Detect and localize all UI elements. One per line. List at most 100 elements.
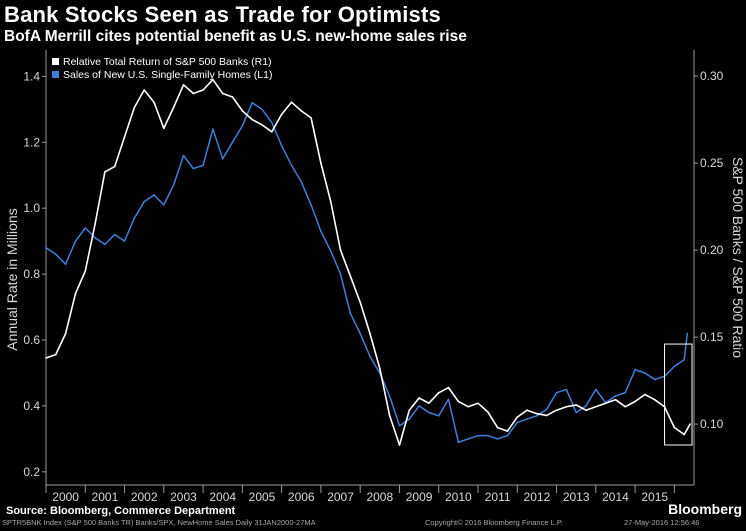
x-tick-label: 2004 (209, 490, 236, 504)
homes-point (585, 405, 587, 407)
banks-point (408, 409, 411, 412)
banks-point (329, 200, 332, 203)
banks-point (163, 127, 165, 130)
banks-point (536, 412, 538, 415)
x-tick-label: 2007 (327, 490, 354, 504)
banks-point (428, 402, 430, 405)
banks-point (388, 414, 391, 417)
banks-point (172, 106, 175, 109)
banks-point (516, 416, 519, 418)
homes-point (388, 395, 391, 397)
homes-point (506, 434, 509, 437)
homes-point (408, 418, 411, 420)
homes-point (202, 164, 204, 167)
banks-point (555, 409, 558, 412)
banks-point (349, 275, 352, 278)
x-tick-label: 2012 (524, 490, 551, 504)
homes-point (398, 424, 401, 427)
banks-point (192, 92, 195, 95)
banks-point (418, 397, 420, 399)
homes-point (192, 167, 195, 170)
banks-point (545, 414, 548, 417)
homes-point (447, 398, 450, 401)
banks-point (251, 118, 253, 121)
left-tick-label: 0.2 (23, 465, 40, 479)
homes-point (457, 441, 460, 444)
banks-point (153, 101, 155, 103)
legend-label-homes: Sales of New U.S. Single-Family Homes (L… (63, 69, 272, 81)
right-tick-label: 0.10 (700, 417, 724, 431)
homes-point (575, 411, 577, 414)
banks-point (379, 367, 381, 370)
homes-point (74, 240, 77, 242)
x-tick-label: 2010 (445, 490, 472, 504)
right-tick-label: 0.30 (700, 69, 724, 83)
x-tick-label: 2006 (288, 490, 315, 504)
banks-point (644, 393, 646, 396)
chart-subtitle: BofA Merrill cites potential benefit as … (4, 28, 467, 45)
homes-point (261, 108, 263, 111)
legend-swatch-homes (52, 71, 59, 78)
banks-point (653, 398, 656, 401)
homes-point (212, 128, 214, 130)
banks-point (565, 405, 568, 408)
x-tick-label: 2014 (602, 490, 629, 504)
homes-point (113, 233, 116, 236)
banks-point (261, 124, 263, 126)
homes-point (231, 141, 234, 144)
homes-point (683, 359, 685, 361)
homes-line (45, 101, 689, 443)
homes-point (123, 240, 126, 242)
right-tick-label: 0.20 (700, 243, 724, 257)
x-tick-label: 2001 (92, 490, 119, 504)
homes-point (329, 250, 332, 252)
x-tick-label: 2011 (485, 490, 511, 504)
legend-swatch-banks (52, 58, 59, 65)
y-axis-label-right: S&P 500 Banks / S&P 500 Ratio (730, 157, 746, 358)
homes-point (369, 355, 371, 358)
banks-point (398, 444, 401, 446)
banks-point (320, 162, 322, 164)
highlight-box (664, 343, 693, 446)
banks-point (133, 106, 136, 109)
right-tick-label: 0.25 (700, 156, 724, 170)
banks-point (104, 171, 106, 173)
banks-series (45, 78, 691, 446)
homes-point (359, 332, 362, 335)
left-tick-label: 0.8 (23, 267, 40, 281)
homes-point (104, 243, 106, 246)
homes-point (624, 391, 627, 394)
x-tick-label: 2002 (131, 490, 158, 504)
banks-point (84, 270, 87, 272)
banks-point (673, 426, 676, 429)
x-tick-label: 2015 (641, 490, 668, 504)
homes-point (153, 194, 155, 196)
homes-point (496, 438, 499, 440)
homes-point (555, 391, 558, 394)
left-tick-label: 1.0 (23, 201, 40, 215)
banks-point (212, 78, 214, 81)
homes-point (437, 415, 440, 417)
homes-point (686, 332, 689, 335)
x-tick-label: 2003 (170, 490, 197, 504)
banks-point (496, 426, 499, 429)
homes-point (526, 418, 528, 420)
homes-point (310, 204, 312, 206)
homes-point (634, 368, 636, 371)
homes-point (614, 395, 617, 397)
homes-point (182, 154, 185, 157)
legend-label-banks: Relative Total Return of S&P 500 Banks (… (63, 56, 272, 68)
banks-point (271, 131, 273, 133)
banks-point (339, 249, 342, 251)
left-tick-label: 0.6 (23, 333, 40, 347)
series-codes: SPTR5BNK Index (S&P 500 Banks TR) Banks/… (2, 518, 316, 527)
y-axis-label-left: Annual Rate in Millions (4, 208, 20, 350)
homes-point (280, 144, 283, 147)
banks-point (689, 423, 691, 425)
banks-point (113, 165, 116, 168)
banks-point (94, 223, 96, 225)
banks-point (369, 332, 371, 335)
banks-point (45, 357, 47, 359)
banks-point (182, 84, 185, 86)
banks-point (241, 110, 244, 112)
